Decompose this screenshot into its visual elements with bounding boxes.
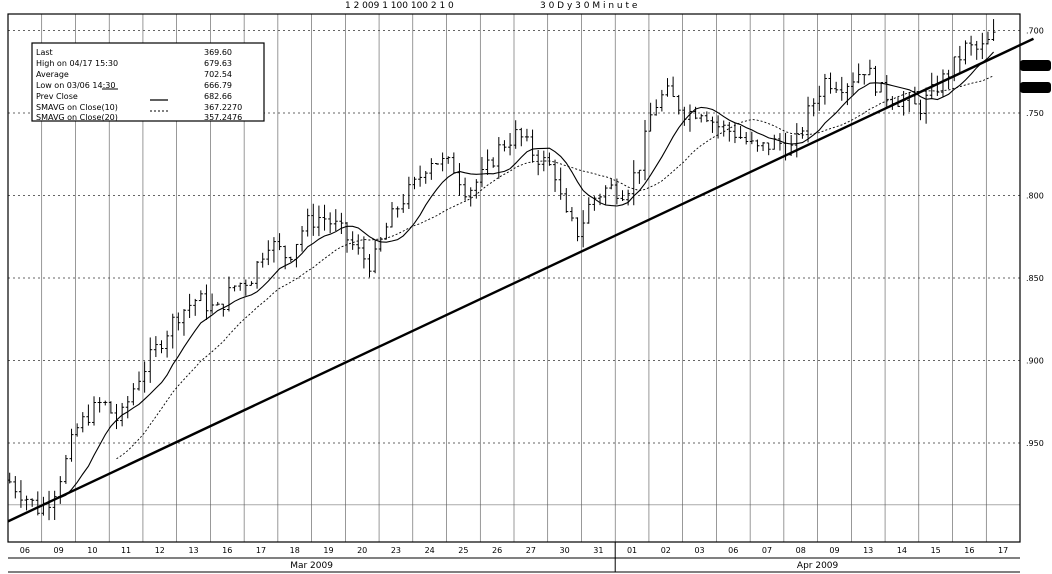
legend-value-prev-close: 682.66 [204,92,232,101]
legend-label-last: Last [36,48,53,57]
x-tick-label-15: 27 [526,546,536,555]
y-tick-label-3: .800 [1026,192,1044,201]
legend-value-high: 679.63 [204,59,232,68]
x-tick-label-4: 12 [155,546,165,555]
svg-text:367.22: 367.22 [1023,84,1048,92]
x-tick-label-16: 30 [560,546,570,555]
x-tick-label-0: 06 [20,546,30,555]
x-tick-label-20: 03 [694,546,704,555]
svg-text:369.60: 369.60 [1023,62,1048,70]
x-tick-label-7: 17 [256,546,266,555]
x-tick-label-25: 13 [863,546,873,555]
x-tick-label-17: 31 [593,546,603,555]
x-tick-label-13: 25 [458,546,468,555]
x-tick-label-1: 09 [54,546,64,555]
month-label-0: Mar 2009 [290,561,333,571]
x-tick-label-5: 13 [188,546,198,555]
x-tick-label-19: 02 [661,546,671,555]
y-tick-label-4: .750 [1026,109,1044,118]
legend-value-sma10: 367.2270 [204,103,242,112]
x-tick-label-27: 15 [931,546,941,555]
legend: Last 369.60 High on 04/17 15:30 679.63 A… [32,43,264,122]
y-tick-label-2: .850 [1026,274,1044,283]
legend-label-high: High on 04/17 15:30 [36,59,118,68]
legend-label-prev-close: Prev Close [36,92,78,101]
header-right-text: 3 0 D y 3 0 M i n u t e [540,1,638,11]
x-tick-label-2: 10 [87,546,97,555]
average-price-tag: 367.22 [1020,82,1051,93]
x-tick-label-29: 17 [998,546,1008,555]
legend-label-sma20: SMAVG on Close(20) [36,113,118,122]
legend-value-low: 666.79 [204,81,232,90]
month-label-1: Apr 2009 [797,561,839,571]
x-tick-label-22: 07 [762,546,772,555]
y-tick-label-5: .700 [1026,27,1044,36]
header-left-text: 1 2 009 1 100 100 2 1 0 [345,1,454,11]
x-tick-label-24: 09 [829,546,839,555]
x-tick-label-23: 08 [796,546,806,555]
x-tick-label-14: 26 [492,546,502,555]
x-tick-label-11: 23 [391,546,401,555]
x-tick-label-21: 06 [728,546,738,555]
last-price-tag: 369.60 [1020,60,1051,71]
legend-label-sma10: SMAVG on Close(10) [36,103,118,112]
x-tick-label-28: 16 [964,546,974,555]
x-tick-label-18: 01 [627,546,637,555]
x-tick-label-10: 20 [357,546,367,555]
x-tick-label-26: 14 [897,546,907,555]
x-tick-label-8: 18 [290,546,300,555]
x-tick-label-3: 11 [121,546,131,555]
x-tick-label-6: 16 [222,546,232,555]
legend-value-sma20: 357.2476 [204,113,242,122]
legend-value-last: 369.60 [204,48,232,57]
y-tick-label-0: .950 [1026,439,1044,448]
legend-label-average: Average [36,70,69,79]
legend-value-average: 702.54 [204,70,232,79]
y-tick-label-1: .900 [1026,357,1044,366]
x-tick-label-12: 24 [425,546,435,555]
x-tick-label-9: 19 [323,546,333,555]
legend-label-low: Low on 03/06 14:30 [36,81,115,90]
